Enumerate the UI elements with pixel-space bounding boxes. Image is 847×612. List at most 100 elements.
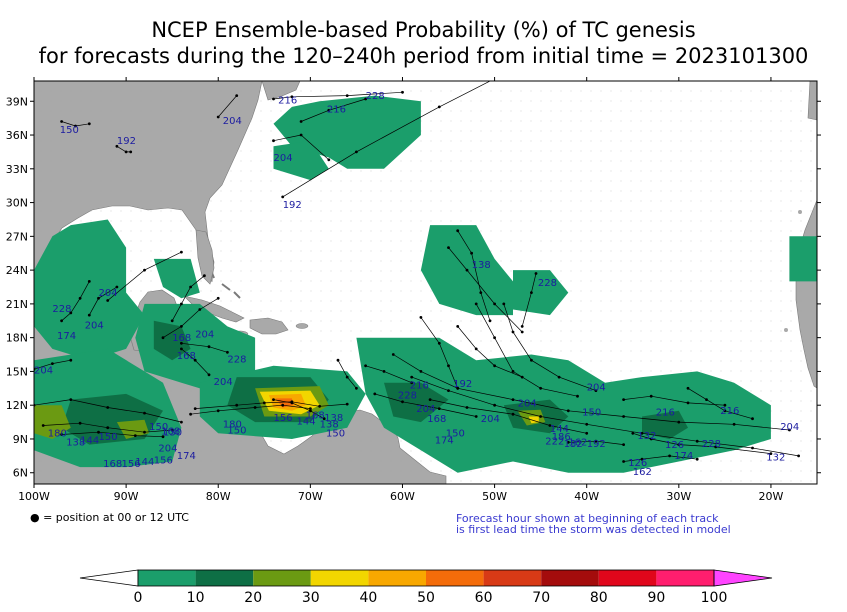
- track-position-dot: [631, 431, 635, 435]
- prob-region-15: [273, 140, 329, 181]
- track-position-dot: [193, 358, 197, 362]
- colorbar-segment: [598, 570, 657, 586]
- track-label: 204: [223, 116, 242, 127]
- track-position-dot: [419, 316, 423, 319]
- track-label: 204: [214, 377, 233, 388]
- track-label: 204: [587, 383, 606, 394]
- track-position-dot: [299, 133, 303, 137]
- track-position-dot: [198, 308, 202, 311]
- track-label: 168: [172, 333, 191, 344]
- track-position-dot: [272, 139, 275, 143]
- track-position-dot: [686, 401, 690, 405]
- colorbar-tick-label: 90: [647, 590, 665, 606]
- track-position-dot: [106, 299, 110, 302]
- lat-label: 27N: [6, 230, 28, 243]
- track-label: 222: [545, 437, 564, 448]
- track-label: 162: [633, 467, 652, 478]
- lat-label: 15N: [6, 365, 28, 378]
- track-position-dot: [97, 430, 100, 434]
- track-position-dot: [465, 406, 469, 409]
- lon-label: 20W: [759, 490, 784, 503]
- track-position-dot: [576, 394, 579, 398]
- track-label: 228: [227, 354, 246, 365]
- track-position-dot: [470, 251, 473, 255]
- track-label: 132: [564, 439, 583, 450]
- track-label: 192: [453, 379, 472, 390]
- colorbar-tick-label: 30: [302, 590, 320, 606]
- track-label: 204: [85, 321, 104, 332]
- colorbar-tick-label: 40: [359, 590, 377, 606]
- storm-track-18: [195, 401, 348, 409]
- track-position-dot: [41, 424, 45, 427]
- track-position-dot: [216, 409, 220, 413]
- track-position-dot: [456, 229, 460, 233]
- lon-label: 100W: [18, 490, 50, 503]
- track-position-dot: [382, 370, 386, 373]
- track-position-dot: [677, 443, 681, 446]
- track-position-dot: [456, 325, 460, 328]
- track-position-dot: [272, 97, 275, 101]
- track-position-dot: [345, 402, 349, 406]
- lat-label: 36N: [6, 129, 28, 142]
- track-position-dot: [180, 250, 183, 254]
- storm-track-28: [420, 317, 459, 389]
- track-label: 162: [568, 438, 587, 449]
- track-position-dot: [594, 389, 598, 392]
- track-label: 168: [306, 411, 325, 422]
- track-label: 150: [99, 432, 118, 443]
- track-position-dot: [262, 401, 266, 405]
- track-position-dot: [456, 386, 460, 390]
- track-position-dot: [207, 373, 211, 377]
- lat-label: 21N: [6, 298, 28, 311]
- track-position-dot: [474, 415, 478, 418]
- colorbar-frame: [137, 569, 715, 587]
- colorbar-segment: [656, 570, 714, 586]
- track-position-dot: [622, 460, 625, 463]
- track-position-dot: [695, 457, 699, 461]
- track-position-dot: [161, 336, 165, 340]
- track-position-dot: [797, 454, 800, 458]
- track-position-dot: [751, 417, 754, 421]
- track-label: 204: [416, 404, 435, 415]
- track-label: 130: [163, 428, 182, 439]
- track-position-dot: [69, 311, 73, 315]
- track-position-dot: [253, 406, 257, 409]
- track-position-dot: [69, 398, 73, 401]
- track-labels: 216 2282162041501922041921382282282042041…: [34, 91, 799, 484]
- track-position-dot: [180, 325, 183, 328]
- track-label: 144: [135, 457, 154, 468]
- track-label: 138: [66, 438, 85, 449]
- track-label: 168: [161, 427, 180, 438]
- track-position-dot: [723, 403, 727, 407]
- colorbar-segment: [426, 570, 484, 586]
- track-position-dot: [290, 95, 294, 99]
- track-position-dot: [97, 296, 100, 300]
- track-position-dot: [649, 394, 653, 398]
- track-label: 132: [766, 452, 785, 463]
- colorbar-segment: [138, 570, 196, 586]
- track-position-dot: [189, 285, 193, 289]
- track-position-dot: [539, 415, 542, 418]
- track-position-dot: [180, 347, 183, 351]
- track-position-dot: [170, 428, 174, 432]
- track-label: 156: [122, 459, 141, 470]
- track-label: 180: [48, 429, 67, 440]
- track-position-dot: [488, 319, 492, 323]
- storm-track-2: [217, 95, 237, 118]
- track-position-dot: [124, 150, 128, 154]
- track-position-dot: [534, 272, 538, 275]
- lat-label: 24N: [6, 264, 28, 277]
- track-position-dot: [74, 124, 77, 128]
- colorbar-segment: [368, 570, 426, 586]
- colorbar-tick-label: 50: [417, 590, 435, 606]
- track-position-dot: [78, 421, 82, 425]
- track-position-dot: [493, 336, 496, 340]
- track-position-dot: [668, 454, 671, 458]
- track-label: 174: [435, 436, 454, 447]
- track-position-dot: [235, 94, 239, 97]
- track-position-dot: [622, 398, 625, 401]
- track-position-dot: [705, 398, 708, 401]
- track-position-dot: [714, 445, 718, 449]
- track-position-dot: [115, 285, 119, 289]
- position-marker-legend: ● = position at 00 or 12 UTC: [30, 511, 189, 524]
